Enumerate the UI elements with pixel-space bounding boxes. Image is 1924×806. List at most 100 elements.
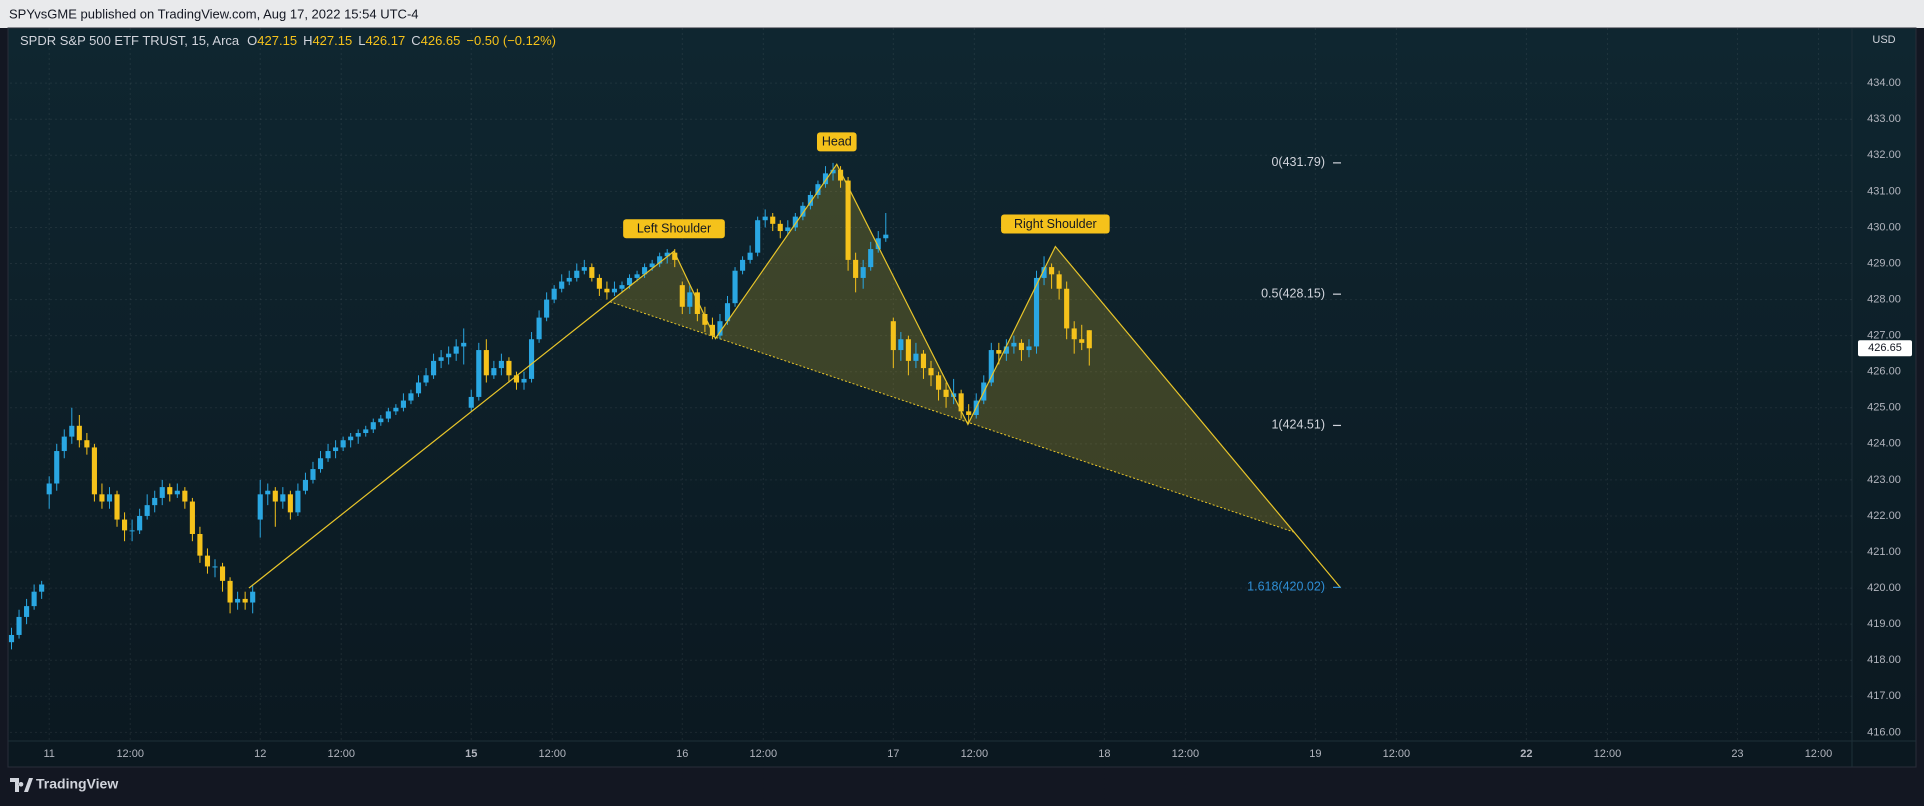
candle-body bbox=[483, 350, 489, 376]
candle-body bbox=[785, 227, 791, 232]
candle-body bbox=[1018, 342, 1025, 351]
candle-body bbox=[302, 479, 309, 491]
candle-body bbox=[913, 353, 919, 361]
candle-body bbox=[106, 494, 113, 502]
candle-body bbox=[340, 440, 346, 448]
candle-body bbox=[385, 411, 391, 419]
candle-body bbox=[91, 447, 97, 495]
candle-body bbox=[649, 263, 655, 268]
candle-body bbox=[702, 313, 708, 325]
candle-body bbox=[634, 274, 640, 278]
candle-body bbox=[724, 303, 731, 322]
x-tick-label: 12:00 bbox=[539, 748, 567, 760]
candle-body bbox=[740, 259, 746, 271]
candle-body bbox=[966, 411, 972, 415]
fib-label: 0(431.79) bbox=[1271, 155, 1325, 169]
candle-body bbox=[574, 270, 580, 278]
candle-body bbox=[317, 458, 324, 470]
candle-body bbox=[400, 400, 406, 408]
y-tick-label: 416.00 bbox=[1867, 726, 1901, 738]
x-tick-label: 22 bbox=[1520, 748, 1532, 760]
y-tick-label: 432.00 bbox=[1867, 149, 1901, 161]
candle-body bbox=[1011, 342, 1017, 347]
legend-change: −0.50 (−0.12%) bbox=[466, 33, 556, 48]
candle-body bbox=[446, 353, 452, 358]
candle-body bbox=[167, 487, 173, 495]
x-tick-label: 11 bbox=[43, 748, 54, 760]
candle-body bbox=[837, 169, 844, 181]
candle-body bbox=[272, 490, 278, 502]
candle-body bbox=[755, 220, 761, 253]
candle-body bbox=[476, 350, 482, 397]
legend-value: 426.17 bbox=[365, 33, 405, 48]
candle-body bbox=[1086, 330, 1092, 349]
candle-body bbox=[257, 494, 263, 520]
candle-body bbox=[265, 490, 271, 495]
candle-body bbox=[415, 382, 422, 394]
y-tick-label: 421.00 bbox=[1867, 546, 1901, 558]
x-tick-label: 12:00 bbox=[961, 748, 989, 760]
legend-key: C bbox=[411, 33, 420, 48]
x-tick-label: 17 bbox=[887, 748, 899, 760]
candle-body bbox=[189, 501, 195, 534]
candle-body bbox=[84, 440, 90, 448]
candle-body bbox=[709, 324, 715, 336]
plot: Left Shoulder Head Right Shoulder 0(431.79)… bbox=[8, 132, 1341, 650]
candle-body bbox=[287, 494, 293, 513]
x-tick-label: 23 bbox=[1731, 748, 1743, 760]
candle-body bbox=[928, 368, 934, 376]
candle-body bbox=[822, 173, 829, 185]
candle-body bbox=[830, 169, 836, 174]
x-tick-label: 12:00 bbox=[116, 748, 144, 760]
candle-body bbox=[8, 634, 15, 643]
x-tick-label: 12:00 bbox=[1172, 748, 1200, 760]
candle-body bbox=[544, 299, 550, 318]
x-tick-label: 16 bbox=[676, 748, 688, 760]
legend-title: SPDR S&P 500 ETF TRUST, 15, Arca bbox=[20, 33, 240, 48]
pattern-label: Right Shoulder bbox=[1014, 217, 1097, 231]
legend-key: O bbox=[247, 33, 257, 48]
candle-body bbox=[762, 216, 768, 221]
currency: USD bbox=[1872, 34, 1895, 46]
y-tick-label: 425.00 bbox=[1867, 402, 1901, 414]
candle-body bbox=[642, 267, 648, 275]
candle-body bbox=[24, 606, 30, 617]
grid bbox=[10, 28, 1852, 741]
price-tag: 426.65 bbox=[1868, 342, 1902, 354]
footer-logo bbox=[10, 778, 33, 792]
candle-body bbox=[235, 598, 241, 603]
candle-body bbox=[1026, 346, 1032, 351]
candle-body bbox=[1033, 277, 1040, 347]
x-tick-label: 12:00 bbox=[327, 748, 355, 760]
fib-label: 0.5(428.15) bbox=[1261, 286, 1325, 300]
candle-body bbox=[1071, 328, 1077, 340]
candle-body bbox=[672, 252, 678, 260]
y-tick-label: 423.00 bbox=[1867, 474, 1901, 486]
pattern-label-box bbox=[623, 219, 725, 239]
legend-value: 427.15 bbox=[257, 33, 297, 48]
candle-body bbox=[717, 321, 723, 336]
candle-body bbox=[182, 490, 188, 502]
candle-body bbox=[589, 267, 595, 278]
candle-body bbox=[197, 533, 203, 556]
fib-label: 1.618(420.02) bbox=[1247, 580, 1325, 594]
candle-body bbox=[408, 393, 414, 401]
candle-body bbox=[664, 252, 670, 257]
candle-body bbox=[845, 180, 851, 260]
candle-body bbox=[581, 267, 587, 271]
candle-body bbox=[777, 223, 783, 232]
candle-body bbox=[1064, 288, 1070, 329]
legend-key: L bbox=[358, 33, 365, 48]
legend-value: 427.15 bbox=[312, 33, 352, 48]
candle-body bbox=[1041, 267, 1047, 278]
y-tick-label: 417.00 bbox=[1867, 690, 1901, 702]
candle-body bbox=[868, 249, 874, 268]
candle-body bbox=[242, 598, 248, 603]
fib-label: 1(424.51) bbox=[1271, 418, 1325, 432]
candle-body bbox=[46, 483, 52, 495]
candle-body bbox=[498, 360, 504, 369]
candle-body bbox=[807, 194, 813, 206]
candle-body bbox=[54, 451, 60, 484]
candle-body bbox=[958, 393, 964, 412]
